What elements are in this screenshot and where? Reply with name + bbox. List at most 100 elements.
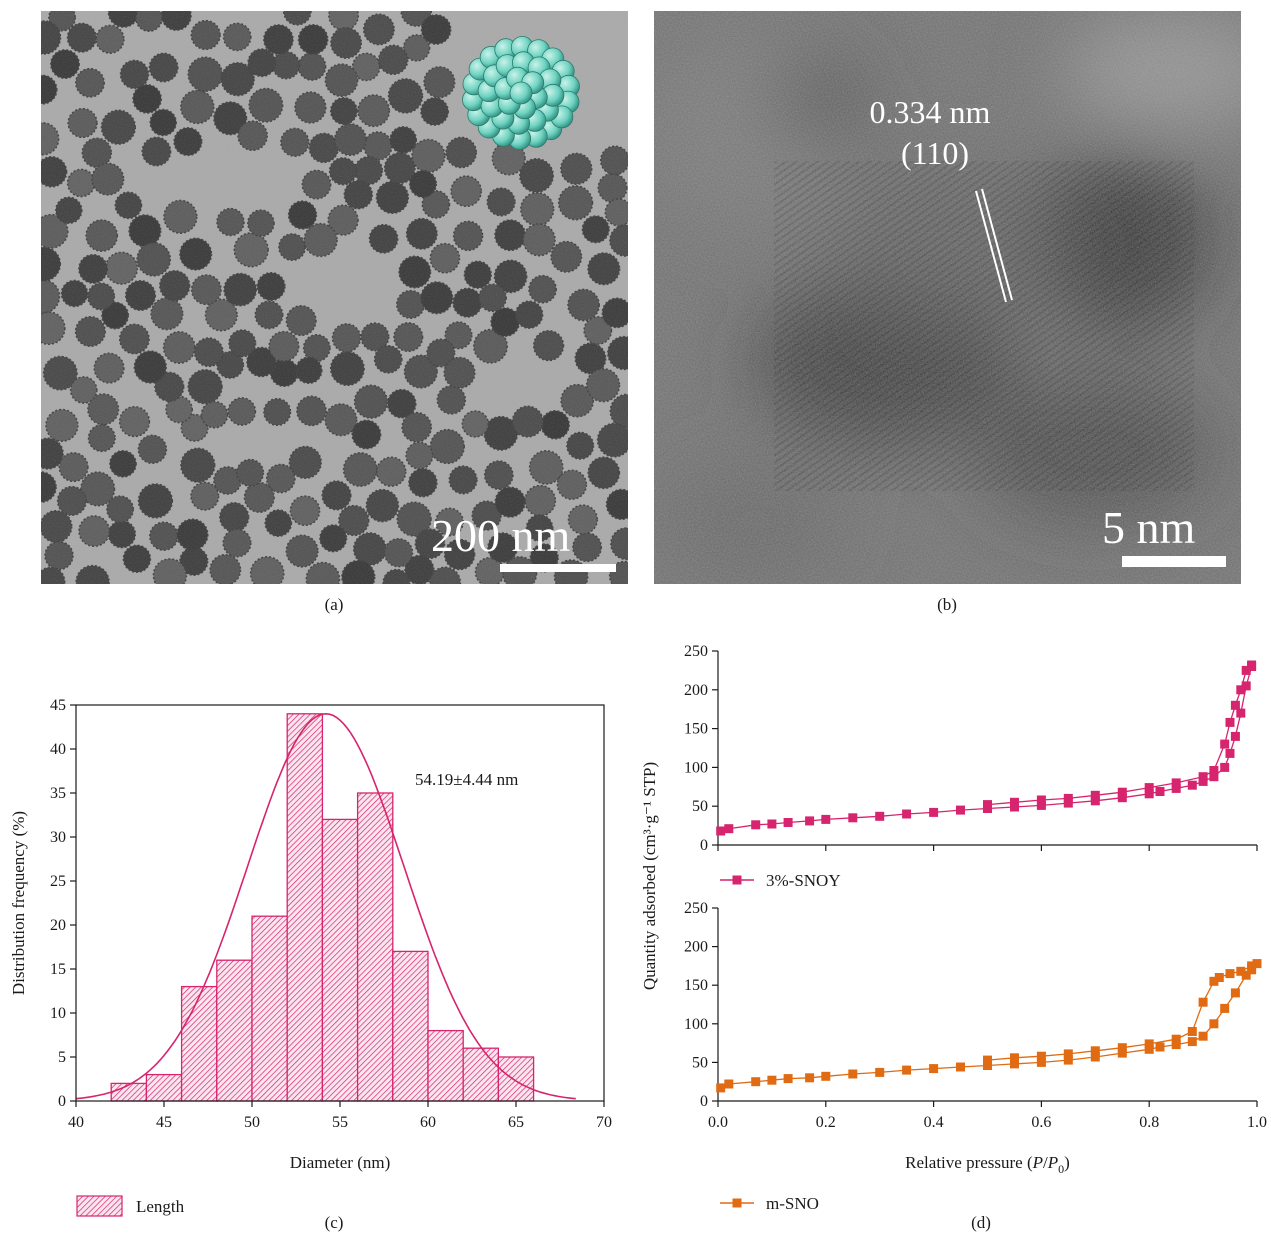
adsorption-point — [929, 1064, 939, 1074]
adsorption-point — [1198, 1031, 1208, 1041]
y-tick-label: 250 — [684, 643, 708, 660]
y-tick-label: 40 — [50, 741, 66, 758]
adsorption-point — [767, 1075, 777, 1085]
adsorption-point — [1187, 1037, 1197, 1047]
x-tick-label: 0.0 — [708, 1114, 728, 1131]
desorption-point — [1187, 1027, 1197, 1036]
y-tick-label: 50 — [692, 798, 708, 815]
desorption-point — [1225, 717, 1235, 727]
adsorption-point — [1010, 802, 1019, 812]
desorption-point — [1198, 997, 1208, 1007]
y-tick-label: 100 — [684, 759, 708, 776]
histogram-bar — [321, 818, 359, 1102]
legend-label-length: Length — [136, 1197, 185, 1216]
x-tick-label: 1.0 — [1247, 1114, 1267, 1131]
x-tick-label: 0.6 — [1031, 1114, 1051, 1131]
y-tick-label: 250 — [684, 900, 708, 917]
desorption-point — [1171, 1034, 1181, 1044]
adsorption-point — [1010, 1059, 1019, 1069]
desorption-point — [1063, 793, 1073, 803]
adsorption-point — [805, 816, 815, 826]
scale-bar-label-a: 200 nm — [431, 510, 571, 561]
adsorption-point — [1252, 959, 1262, 969]
histogram-bar — [427, 1029, 464, 1102]
adsorption-point — [1209, 772, 1219, 782]
adsorption-point — [1155, 787, 1165, 796]
adsorption-point — [1187, 780, 1197, 790]
y-tick-label: 150 — [684, 977, 708, 994]
adsorption-point — [1090, 1052, 1100, 1062]
x-tick-label: 60 — [420, 1114, 436, 1131]
desorption-point — [1225, 969, 1235, 979]
adsorption-point — [848, 813, 858, 823]
scale-bar-b — [1122, 556, 1226, 567]
x-tick-label: 65 — [508, 1114, 524, 1131]
caption-c: (c) — [324, 1213, 344, 1232]
desorption-point — [1241, 665, 1251, 675]
adsorption-point — [848, 1069, 858, 1079]
adsorption-point — [1063, 798, 1073, 808]
adsorption-point — [1230, 731, 1240, 741]
adsorption-point — [875, 1067, 885, 1077]
y-tick-label: 50 — [692, 1054, 708, 1071]
adsorption-point — [1220, 762, 1230, 772]
desorption-point — [1117, 1043, 1127, 1053]
adsorption-point — [783, 818, 793, 827]
y-tick-label: 0 — [58, 1093, 66, 1110]
desorption-point — [1198, 772, 1208, 782]
adsorption-point — [724, 824, 734, 834]
x-tick-label: 45 — [156, 1114, 172, 1131]
y-tick-label: 0 — [700, 837, 708, 854]
desorption-point — [1220, 739, 1230, 749]
tem-image-a: 200 nm — [41, 11, 628, 584]
y-axis-label: Quantity adsorbed (cm³·g⁻¹ STP) — [640, 762, 659, 990]
adsorption-point — [1236, 708, 1246, 718]
adsorption-point — [1241, 970, 1251, 980]
desorption-point — [1144, 1039, 1154, 1049]
adsorption-point — [1144, 1044, 1154, 1054]
adsorption-point — [1241, 681, 1251, 691]
caption-d: (d) — [971, 1213, 991, 1232]
histogram-bar — [251, 915, 288, 1102]
y-tick-label: 0 — [700, 1093, 708, 1110]
adsorption-point — [1144, 789, 1154, 799]
desorption-line — [987, 664, 1253, 806]
desorption-point — [1063, 1049, 1073, 1059]
adsorption-point — [1198, 776, 1208, 786]
desorption-point — [1247, 660, 1257, 670]
cluster-model-inset — [462, 36, 580, 150]
adsorption-point — [716, 1083, 726, 1093]
lattice-spacing-label: 0.334 nm — [870, 94, 991, 130]
y-tick-label: 100 — [684, 1016, 708, 1033]
x-axis-label: Relative pressure (P/P0) — [905, 1153, 1070, 1176]
desorption-point — [1209, 766, 1219, 775]
y-tick-label: 15 — [50, 961, 66, 978]
x-tick-label: 55 — [332, 1114, 348, 1131]
adsorption-point — [724, 1079, 734, 1089]
histogram-bar — [462, 1047, 500, 1102]
adsorption-point — [1117, 793, 1127, 803]
desorption-point — [1010, 797, 1019, 807]
y-tick-label: 30 — [50, 829, 66, 846]
legend-marker — [732, 1198, 742, 1208]
desorption-point — [983, 800, 992, 810]
desorption-point — [1090, 790, 1100, 800]
y-axis-label: Distribution frequency (%) — [9, 811, 28, 995]
histogram-chart: 40 45 50 55 60 65 70 0 5 10 15 20 25 30 35 40 45 Diameter… — [9, 697, 612, 1217]
adsorption-point — [956, 805, 965, 815]
legend-label: 3%-SNOY — [766, 871, 841, 890]
histogram-bar — [216, 959, 253, 1102]
gaussian-fit-line — [75, 712, 576, 1100]
adsorption-point — [1220, 1003, 1230, 1013]
adsorption-point — [1155, 1042, 1165, 1052]
desorption-point — [1090, 1046, 1100, 1056]
adsorption-point — [1171, 1040, 1181, 1050]
desorption-point — [1036, 1051, 1046, 1061]
desorption-point — [1144, 783, 1154, 793]
legend-swatch-length — [76, 1195, 123, 1217]
y-tick-label: 200 — [684, 682, 708, 699]
x-tick-label: 50 — [244, 1114, 260, 1131]
scale-bar-a — [500, 564, 616, 572]
desorption-point — [1171, 778, 1181, 788]
